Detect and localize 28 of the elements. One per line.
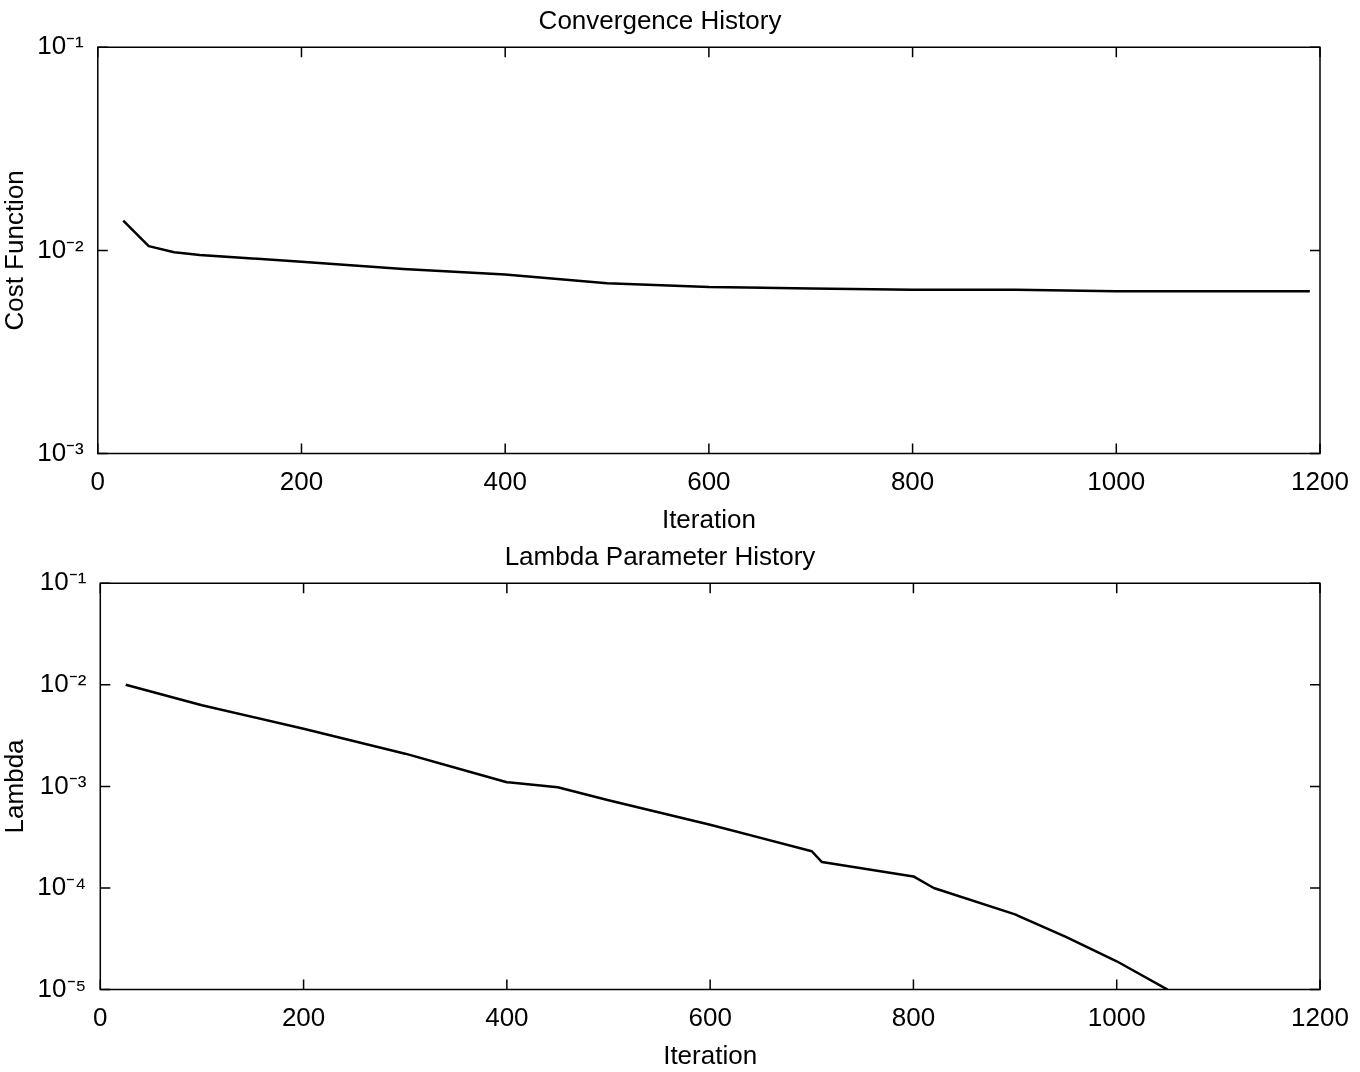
x-tick-label: 1000 (1087, 1002, 1146, 1033)
x-axis-title: Iteration (663, 1039, 758, 1070)
y-tick-label: 10⁻² (39, 667, 87, 698)
x-tick-label: 400 (483, 466, 527, 497)
y-axis-title: Lambda (0, 738, 29, 834)
x-tick-label: 1200 (1291, 466, 1349, 497)
x-tick-label: 800 (891, 1002, 936, 1033)
y-tick-label: 10⁻⁵ (37, 972, 87, 1003)
x-axis-title: Iteration (661, 503, 756, 534)
chart-title: Lambda Parameter History (504, 540, 816, 571)
x-tick-label: 400 (485, 1002, 529, 1033)
x-tick-label: 600 (688, 1002, 732, 1033)
x-tick-label: 0 (90, 466, 106, 497)
y-axis-title: Cost Function (0, 170, 29, 331)
x-tick-label: 200 (279, 466, 324, 497)
y-tick-label: 10⁻⁴ (37, 871, 87, 902)
x-tick-label: 200 (281, 1002, 326, 1033)
y-tick-label: 10⁻¹ (37, 30, 85, 61)
x-tick-label: 600 (687, 466, 731, 497)
y-tick-label: 10⁻² (37, 233, 85, 264)
y-tick-label: 10⁻¹ (39, 566, 87, 597)
y-tick-label: 10⁻³ (39, 769, 87, 800)
x-tick-label: 1200 (1291, 1002, 1349, 1033)
x-tick-label: 800 (890, 466, 935, 497)
y-tick-label: 10⁻³ (37, 436, 85, 467)
x-tick-label: 0 (93, 1002, 108, 1033)
x-tick-label: 1000 (1087, 466, 1146, 497)
chart-title: Convergence History (538, 4, 782, 35)
